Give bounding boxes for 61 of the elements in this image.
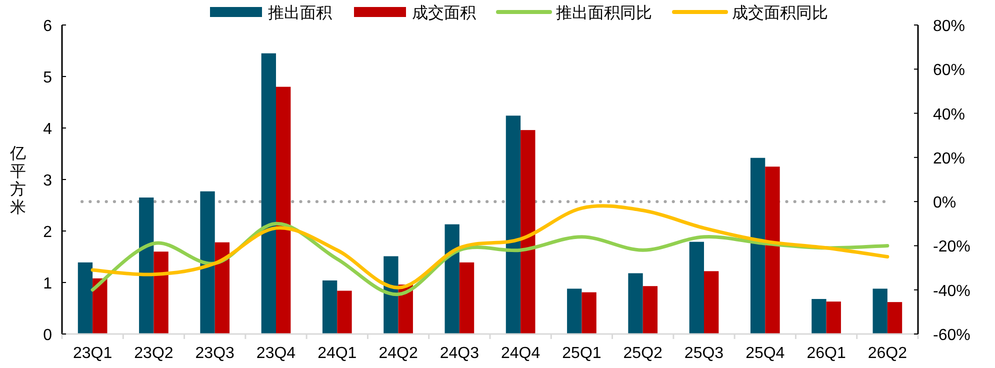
y2-tick-label: 40%	[933, 106, 966, 124]
x-tick-label: 24Q2	[378, 345, 418, 362]
bar	[704, 271, 719, 334]
bar	[200, 191, 215, 334]
x-tick-label: 26Q1	[806, 345, 846, 362]
legend-label: 成交面积同比	[732, 4, 828, 22]
bar	[154, 252, 168, 334]
bar	[276, 86, 291, 334]
y-tick-label: 0	[43, 327, 52, 344]
y2-tick-label: 60%	[933, 62, 966, 80]
y2-tick-label: -20%	[933, 238, 970, 256]
bar	[750, 158, 766, 334]
bar	[337, 290, 352, 334]
bar	[92, 278, 108, 334]
bar	[812, 298, 826, 334]
bar	[78, 262, 93, 334]
bar	[139, 198, 154, 334]
x-tick-label: 26Q2	[868, 345, 908, 362]
bar	[322, 280, 338, 334]
legend-label: 推出面积	[268, 4, 332, 22]
bar	[872, 288, 888, 334]
bar	[689, 242, 704, 334]
bar	[459, 262, 474, 334]
x-tick-label: 25Q3	[684, 345, 724, 362]
bar	[214, 242, 230, 334]
bar	[642, 286, 658, 334]
bar	[384, 256, 398, 334]
x-tick-label: 25Q1	[562, 345, 602, 362]
bar	[261, 53, 276, 334]
bar	[520, 130, 536, 334]
x-tick-label: 24Q1	[318, 345, 357, 362]
x-tick-label: 24Q3	[440, 345, 480, 362]
bar	[582, 292, 596, 334]
y-tick-label: 3	[43, 172, 52, 190]
bar	[444, 224, 460, 334]
legend-label: 成交面积	[412, 4, 476, 22]
x-tick-label: 23Q3	[195, 345, 235, 362]
x-tick-label: 25Q2	[623, 345, 663, 362]
y2-tick-label: 80%	[933, 18, 966, 35]
y-tick-label: 2	[43, 224, 52, 241]
y2-tick-label: 20%	[933, 150, 966, 168]
bar	[567, 288, 582, 334]
bar	[506, 116, 521, 334]
x-tick-label: 24Q4	[501, 345, 540, 362]
y-tick-label: 4	[43, 121, 52, 138]
y-tick-label: 6	[43, 18, 52, 35]
bar	[628, 273, 643, 334]
bar	[826, 302, 841, 334]
bar	[765, 166, 780, 334]
y-axis-title: 亿平方米	[9, 146, 26, 216]
y-tick-label: 1	[43, 276, 52, 292]
y2-tick-label: -60%	[933, 327, 970, 344]
bar	[887, 302, 902, 334]
legend-label: 推出面积同比	[556, 4, 652, 22]
x-tick-label: 25Q4	[746, 345, 785, 362]
x-tick-label: 23Q1	[73, 345, 112, 362]
x-tick-label: 23Q4	[256, 345, 296, 362]
y2-tick-label: -40%	[933, 282, 970, 300]
y2-tick-label: 0%	[933, 194, 956, 212]
y-tick-label: 5	[43, 70, 52, 86]
x-tick-label: 23Q2	[134, 345, 174, 362]
